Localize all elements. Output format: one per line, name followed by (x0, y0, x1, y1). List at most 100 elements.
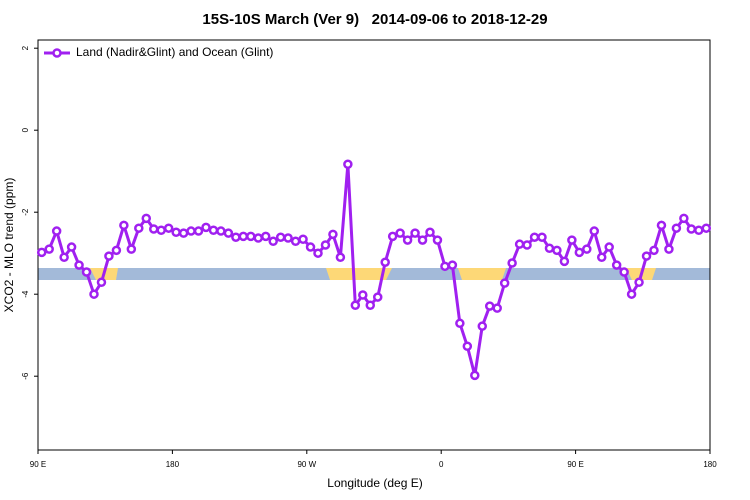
point (290, 236, 301, 247)
point (358, 290, 368, 300)
point (193, 226, 204, 236)
point (298, 234, 308, 245)
point (283, 233, 293, 243)
y-tick-label: 0 (21, 127, 30, 132)
point (455, 318, 465, 329)
point (664, 244, 674, 254)
land-ocean-strip (38, 268, 710, 280)
point (335, 252, 346, 263)
point (470, 370, 480, 381)
point (126, 244, 137, 254)
point (44, 244, 54, 254)
point (51, 226, 62, 236)
point (231, 232, 241, 242)
point (119, 220, 129, 231)
point (268, 236, 278, 247)
point (544, 243, 555, 254)
point (66, 242, 77, 252)
y-tick-label: 2 (21, 45, 30, 50)
point (552, 245, 562, 256)
point (641, 251, 652, 261)
point (372, 292, 383, 302)
point (171, 227, 181, 238)
plot-frame (37, 39, 711, 451)
point (350, 300, 361, 311)
point (365, 300, 376, 311)
point (425, 227, 435, 238)
point (59, 252, 69, 263)
point (328, 229, 338, 240)
point (380, 257, 390, 267)
point (186, 226, 196, 236)
point (440, 261, 450, 272)
point (36, 247, 47, 258)
point (686, 224, 697, 234)
point (499, 278, 510, 288)
point (163, 223, 174, 233)
point (111, 245, 122, 256)
point (574, 247, 585, 258)
y-tick-label: -6 (21, 372, 30, 380)
x-tick-label: 90 W (297, 460, 316, 469)
point (305, 242, 316, 252)
y-tick-label: -4 (21, 290, 30, 298)
point (148, 224, 159, 234)
point (343, 159, 353, 169)
point (402, 235, 413, 245)
point (156, 225, 166, 235)
point (477, 321, 488, 331)
point (395, 228, 405, 238)
point (679, 213, 689, 224)
point (74, 260, 84, 270)
chart-title: 15S-10S March (Ver 9) 2014-09-06 to 2018… (202, 11, 547, 28)
point (507, 258, 517, 268)
point (514, 239, 525, 249)
point (694, 225, 704, 235)
point (559, 256, 570, 267)
point (253, 233, 264, 243)
point (529, 232, 540, 242)
point (417, 235, 428, 245)
point (626, 289, 637, 299)
point (410, 228, 420, 238)
point (619, 267, 629, 277)
point (81, 267, 92, 277)
point (89, 289, 99, 299)
point (387, 231, 398, 242)
point (208, 225, 219, 235)
point (260, 231, 271, 242)
point (216, 226, 226, 236)
point (104, 251, 114, 261)
point (589, 226, 600, 236)
x-tick-label: 0 (439, 460, 444, 469)
point (432, 235, 443, 245)
point (582, 244, 592, 254)
point (671, 223, 682, 233)
point (634, 277, 644, 288)
point (656, 220, 667, 231)
legend-marker (52, 48, 62, 58)
point (462, 341, 473, 352)
point (596, 252, 607, 263)
point (275, 232, 286, 242)
x-tick-label: 90 E (30, 460, 46, 469)
x-axis-label: Longitude (deg E) (327, 476, 422, 490)
point (492, 303, 502, 313)
point (701, 223, 712, 233)
point (223, 228, 234, 238)
point (649, 245, 659, 256)
point (246, 231, 256, 242)
y-tick-label: -2 (21, 208, 30, 216)
point (313, 248, 323, 258)
point (522, 240, 532, 250)
x-tick-label: 90 E (567, 460, 583, 469)
point (320, 240, 331, 250)
point (447, 260, 458, 270)
point (96, 277, 107, 288)
x-tick-label: 180 (166, 460, 180, 469)
x-tick-label: 180 (703, 460, 717, 469)
point (178, 228, 189, 238)
point (201, 222, 211, 233)
point (134, 223, 144, 233)
